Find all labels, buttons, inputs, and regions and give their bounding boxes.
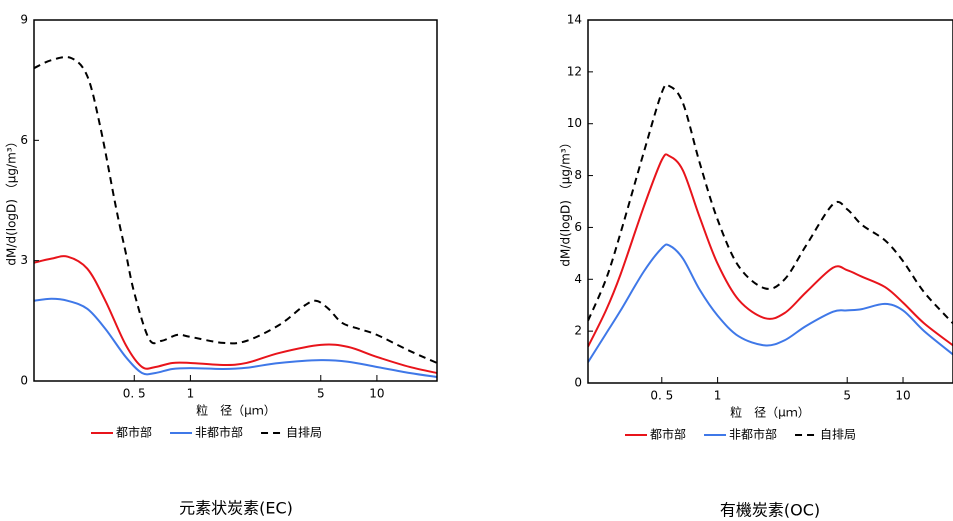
x-tick-label: 10 (895, 389, 910, 403)
chart-title: 元素状炭素(EC) (179, 499, 293, 518)
x-axis-title: 粒 径（μｍ） (196, 403, 276, 418)
x-tick-label: 5 (317, 387, 325, 401)
series-line (588, 83, 953, 325)
y-tick-label: 0 (574, 376, 582, 390)
plot-frame (33, 19, 438, 382)
series-line (34, 297, 437, 378)
x-tick-label: 0. 5 (650, 389, 673, 403)
y-tick-label: 14 (567, 13, 582, 27)
y-tick-label: 12 (567, 64, 582, 78)
y-tick-label: 10 (567, 116, 582, 130)
legend-label: 自排局 (286, 426, 322, 440)
y-tick-label: 2 (574, 324, 582, 338)
legend-label: 非都市部 (195, 425, 243, 440)
y-tick-label: 8 (574, 168, 582, 182)
chart-title: 有機炭素(OC) (720, 501, 820, 520)
plot-frame (587, 19, 953, 384)
legend-label: 都市部 (650, 427, 686, 442)
y-tick-label: 0 (20, 374, 28, 388)
legend-label: 都市部 (116, 425, 152, 440)
y-tick-label: 9 (20, 13, 28, 27)
legend-label: 非都市部 (729, 427, 777, 442)
y-tick-label: 3 (20, 253, 28, 267)
y-tick-label: 6 (20, 133, 28, 147)
x-tick-label: 5 (843, 389, 851, 403)
x-tick-label: 10 (369, 387, 384, 401)
series-line (34, 56, 437, 364)
y-tick-label: 6 (574, 220, 582, 234)
x-tick-label: 0. 5 (123, 387, 146, 401)
series-line (34, 255, 437, 374)
series-line (588, 153, 953, 348)
y-axis-title: dM/d(logD) （μg/m³） (559, 136, 573, 266)
x-tick-label: 1 (714, 389, 722, 403)
y-tick-label: 4 (574, 272, 582, 286)
x-axis-title: 粒 径（μｍ） (730, 405, 810, 420)
x-tick-label: 1 (187, 387, 195, 401)
series-line (588, 243, 953, 363)
legend-label: 自排局 (820, 428, 856, 442)
y-axis-title: dM/d(logD) （μg/m³） (5, 135, 19, 265)
